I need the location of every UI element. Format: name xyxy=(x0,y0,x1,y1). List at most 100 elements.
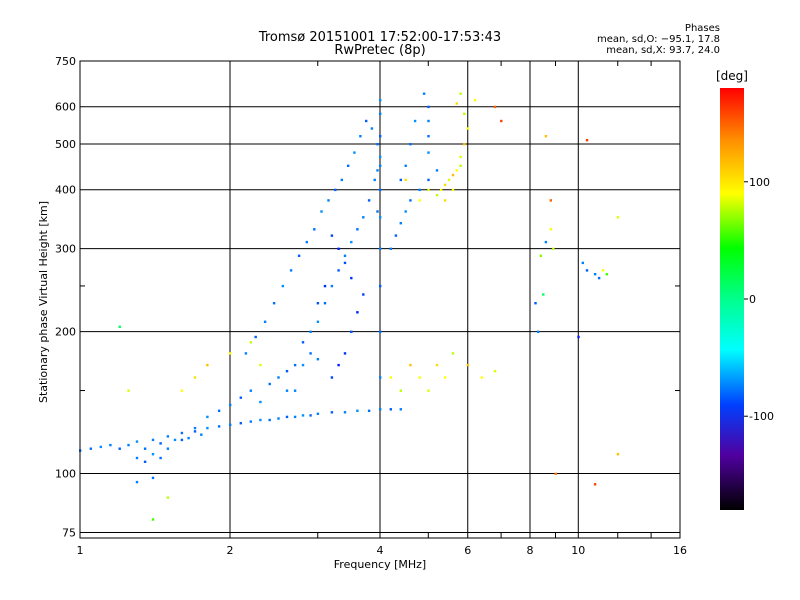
data-point xyxy=(118,447,121,450)
data-point xyxy=(239,422,242,425)
data-point xyxy=(297,254,301,257)
data-point xyxy=(343,411,347,414)
data-point xyxy=(217,425,221,428)
data-point xyxy=(399,408,402,411)
data-point xyxy=(285,370,289,373)
data-point xyxy=(180,431,184,435)
x-tick-label: 8 xyxy=(527,544,534,557)
data-point xyxy=(239,396,242,399)
data-point xyxy=(293,415,297,419)
data-point xyxy=(435,193,439,197)
data-point xyxy=(301,341,305,344)
data-point xyxy=(347,164,350,167)
data-point xyxy=(422,92,426,95)
data-point xyxy=(427,178,430,182)
data-point xyxy=(143,460,147,463)
data-point xyxy=(193,376,197,379)
data-point xyxy=(293,363,297,367)
data-point xyxy=(254,335,257,339)
colorbar-tick-label: 0 xyxy=(749,293,756,306)
data-point xyxy=(534,302,537,305)
data-point xyxy=(399,178,402,182)
data-point xyxy=(404,210,407,213)
data-point xyxy=(159,456,162,460)
data-point xyxy=(330,284,334,288)
data-point xyxy=(379,99,382,102)
data-point xyxy=(217,409,221,412)
data-point xyxy=(206,415,209,419)
data-point xyxy=(601,269,605,272)
data-point xyxy=(229,423,232,426)
data-point xyxy=(427,389,430,392)
data-point xyxy=(277,376,280,379)
data-point xyxy=(466,127,470,130)
data-point xyxy=(379,408,382,411)
data-point xyxy=(399,389,402,392)
data-point xyxy=(362,293,365,296)
phase-line-o: mean, sd,O: −95.1, 17.8 xyxy=(597,34,720,45)
data-point xyxy=(281,284,284,288)
data-point xyxy=(593,483,597,486)
data-point xyxy=(309,330,312,333)
data-point xyxy=(99,445,102,449)
data-point xyxy=(537,330,540,333)
data-point xyxy=(173,438,177,442)
data-point xyxy=(135,440,139,443)
y-tick-label: 75 xyxy=(62,526,76,539)
plot-frame xyxy=(79,60,681,539)
data-point xyxy=(593,273,597,276)
data-point xyxy=(244,352,248,355)
data-point xyxy=(200,433,203,436)
data-point xyxy=(268,382,271,386)
data-point xyxy=(285,389,289,392)
data-point xyxy=(413,119,417,123)
data-point xyxy=(330,234,334,237)
colorbar-tick-label: 100 xyxy=(749,176,770,189)
data-point xyxy=(466,363,470,367)
data-point xyxy=(539,254,542,257)
data-point xyxy=(151,476,155,480)
data-point xyxy=(404,164,407,167)
data-point xyxy=(379,135,382,138)
data-point xyxy=(370,127,374,130)
data-point xyxy=(455,102,458,105)
data-point xyxy=(435,169,439,172)
data-point xyxy=(151,518,155,521)
y-tick-label: 200 xyxy=(55,326,76,339)
data-point xyxy=(581,261,584,265)
data-point xyxy=(480,376,484,379)
data-point xyxy=(427,151,430,154)
y-tick-label: 500 xyxy=(55,138,76,151)
data-point xyxy=(127,443,130,447)
data-point xyxy=(135,480,139,484)
data-point xyxy=(135,456,139,460)
data-point xyxy=(285,415,289,419)
x-tick-label: 4 xyxy=(377,544,384,557)
data-point xyxy=(206,426,209,430)
data-point xyxy=(376,210,379,213)
data-point xyxy=(301,363,305,367)
data-point xyxy=(356,311,359,314)
data-point xyxy=(463,143,466,146)
data-point xyxy=(597,276,601,280)
data-point xyxy=(305,240,308,244)
data-point xyxy=(263,320,267,323)
x-tick-label: 2 xyxy=(227,544,234,557)
data-point xyxy=(459,164,462,167)
data-point xyxy=(249,420,252,423)
y-tick-label: 100 xyxy=(55,468,76,481)
data-point xyxy=(277,417,280,420)
data-point xyxy=(455,169,458,172)
data-point xyxy=(337,269,340,272)
tick-labels: 1 2 4 6 8 10 16 75 100 200 300 400 500 600 750 xyxy=(55,55,687,557)
colorbar-tick-label: -100 xyxy=(749,410,774,423)
data-point xyxy=(320,210,323,213)
data-point xyxy=(389,376,392,379)
data-point xyxy=(389,247,392,250)
data-point xyxy=(193,430,197,433)
data-point xyxy=(427,119,430,123)
data-point xyxy=(493,105,497,109)
data-point xyxy=(249,389,252,392)
colorbar-ticks: 100 0 -100 xyxy=(744,176,774,423)
